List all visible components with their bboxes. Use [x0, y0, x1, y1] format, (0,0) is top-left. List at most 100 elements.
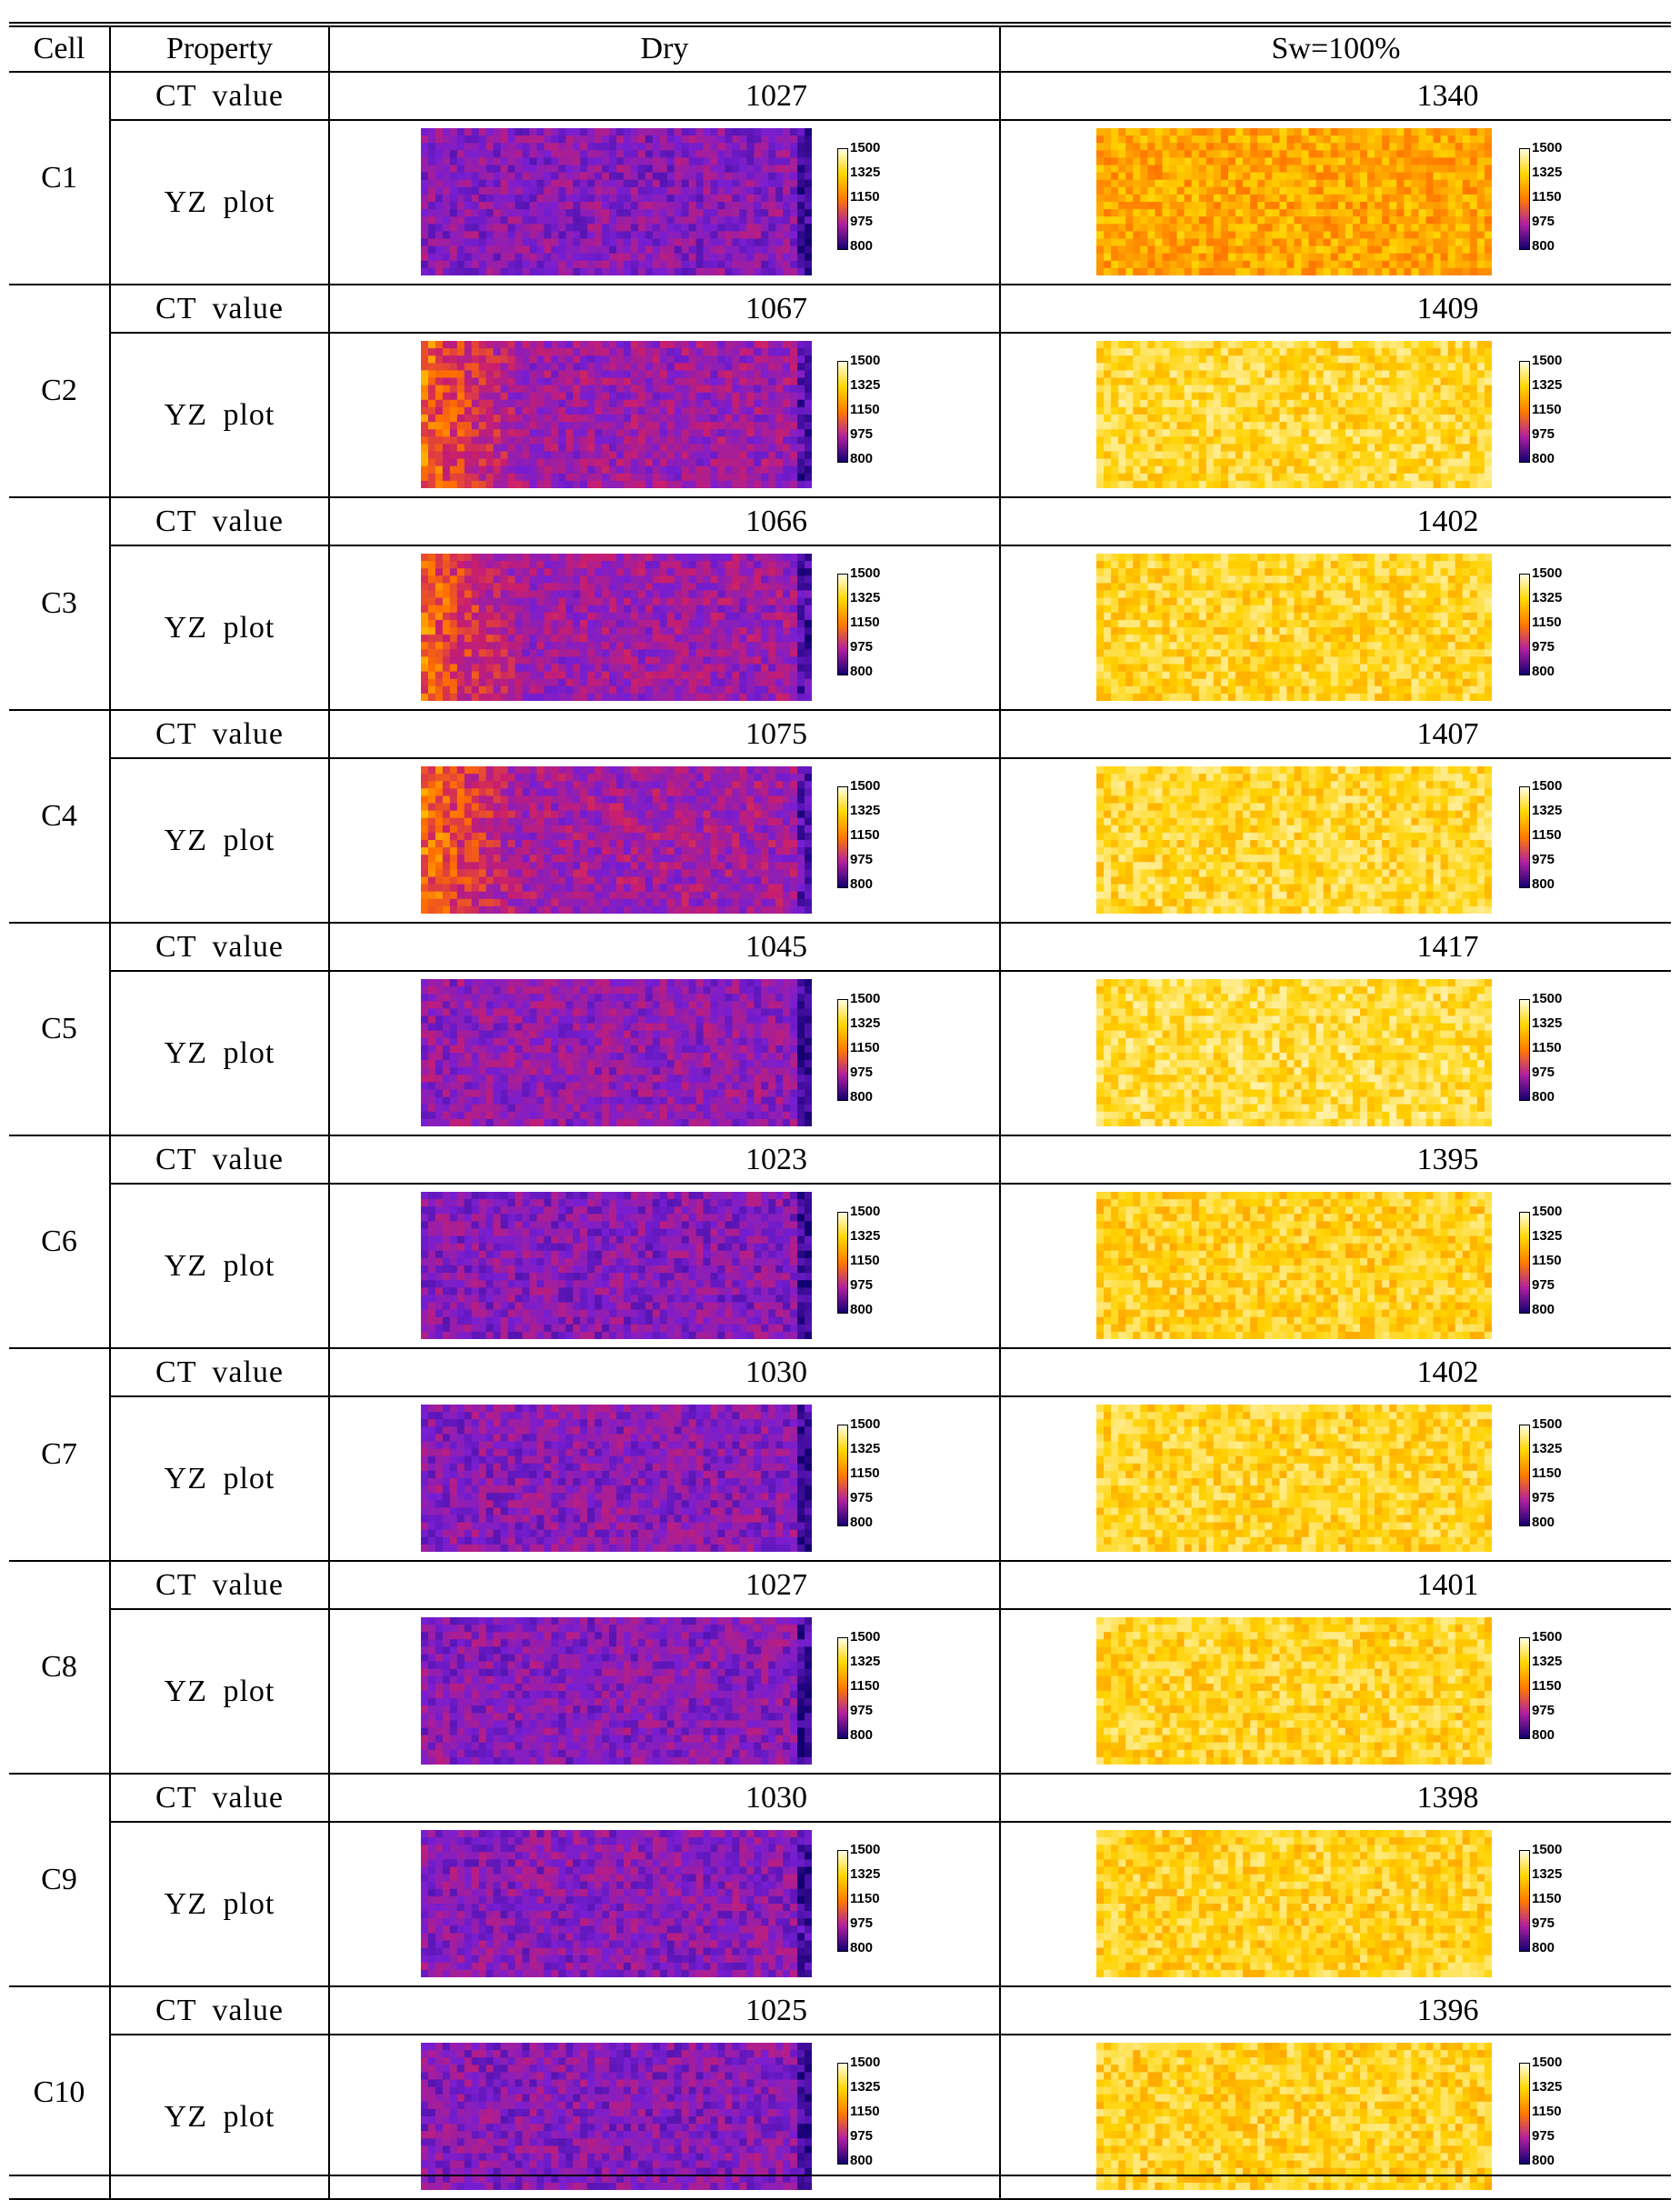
- dry-colorbar: [837, 574, 848, 675]
- table-bottom-rule: [9, 2175, 1671, 2176]
- colorbar-tick-label: 975: [1532, 640, 1555, 655]
- colorbar-tick-label: 975: [850, 1916, 873, 1931]
- wet-colorbar: [1519, 1850, 1530, 1952]
- dry-colorbar-ticks: 1500 1325 1150 975 800: [850, 1843, 905, 1961]
- colorbar-tick-label: 975: [850, 2129, 873, 2144]
- dry-colorbar-ticks: 1500 1325 1150 975 800: [850, 779, 905, 897]
- colorbar-tick-label: 1500: [850, 141, 880, 155]
- colorbar-tick-label: 1500: [1532, 566, 1562, 581]
- colorbar-tick-label: 800: [1532, 1941, 1555, 1955]
- colorbar-tick-label: 800: [1532, 239, 1555, 254]
- dry-yz-plot: 1500 1325 1150 975 800: [330, 2035, 1001, 2198]
- wet-ct-value: 1402: [999, 1347, 1671, 1397]
- dry-colorbar-ticks: 1500 1325 1150 975 800: [850, 354, 905, 472]
- colorbar-tick-label: 800: [850, 877, 873, 892]
- wet-colorbar-ticks: 1500 1325 1150 975 800: [1532, 2055, 1586, 2174]
- dry-heatmap-image: [421, 1830, 812, 1977]
- property-yz-plot: YZ plot: [110, 1395, 330, 1562]
- colorbar-tick-label: 1150: [1532, 1466, 1562, 1481]
- dry-yz-plot-cell: 1500 1325 1150 975 800: [328, 1821, 1001, 1987]
- colorbar-tick-label: 975: [850, 640, 873, 655]
- dry-ct-value: 1066: [328, 496, 1001, 546]
- colorbar-tick-label: 975: [850, 215, 873, 229]
- colorbar-tick-label: 1325: [850, 1016, 880, 1031]
- colorbar-tick-label: 800: [850, 665, 873, 679]
- wet-yz-plot: 1500 1325 1150 975 800: [1001, 1610, 1672, 1773]
- colorbar-tick-label: 1500: [850, 354, 880, 368]
- wet-yz-plot-cell: 1500 1325 1150 975 800: [999, 545, 1671, 711]
- dry-colorbar-ticks: 1500 1325 1150 975 800: [850, 1630, 905, 1748]
- colorbar-tick-label: 1325: [850, 165, 880, 180]
- wet-colorbar-ticks: 1500 1325 1150 975 800: [1532, 354, 1586, 472]
- colorbar-tick-label: 1150: [1532, 615, 1562, 630]
- cell-name: C7: [9, 1347, 111, 1562]
- yz-plot-row: YZ plot 1500 1325 1150 975 800 1500 1325 1150 9…: [9, 2034, 1672, 2200]
- colorbar-tick-label: 1500: [1532, 354, 1562, 368]
- colorbar-tick-label: 1500: [850, 1630, 880, 1645]
- colorbar-tick-label: 1150: [1532, 828, 1562, 843]
- wet-heatmap-image: [1096, 1830, 1492, 1977]
- ct-value-row: C7 CT value 1030 1402: [9, 1347, 1671, 1562]
- wet-ct-value: 1395: [999, 1135, 1671, 1185]
- yz-plot-row: YZ plot 1500 1325 1150 975 800 1500 1325 1150 9…: [9, 1395, 1672, 1562]
- yz-plot-row: YZ plot 1500 1325 1150 975 800 1500 1325 1150 9…: [9, 1183, 1671, 1349]
- wet-yz-plot-cell: 1500 1325 1150 975 800: [999, 970, 1671, 1136]
- colorbar-tick-label: 1500: [1532, 1630, 1562, 1645]
- dry-yz-plot-cell: 1500 1325 1150 975 800: [328, 545, 1001, 711]
- property-ct-value: CT value: [109, 1773, 330, 1823]
- wet-heatmap-image: [1096, 1617, 1492, 1765]
- dry-yz-plot: 1500 1325 1150 975 800: [330, 546, 1001, 709]
- colorbar-tick-label: 975: [850, 1704, 873, 1718]
- header-cell: Cell: [9, 22, 111, 73]
- colorbar-tick-label: 1325: [1532, 378, 1562, 393]
- colorbar-tick-label: 1325: [850, 1867, 880, 1882]
- dry-yz-plot: 1500 1325 1150 975 800: [330, 1823, 1001, 1985]
- colorbar-tick-label: 800: [850, 2154, 873, 2168]
- cell-name: C6: [9, 1135, 111, 1349]
- dry-colorbar: [837, 1850, 848, 1952]
- cell-name: C9: [9, 1773, 111, 1987]
- ct-value-row: C3 CT value 1066 1402: [9, 496, 1671, 711]
- colorbar-tick-label: 1500: [1532, 141, 1562, 155]
- colorbar-tick-label: 1325: [850, 1229, 880, 1244]
- colorbar-tick-label: 975: [1532, 1065, 1555, 1080]
- wet-ct-value: 1407: [999, 709, 1671, 759]
- wet-colorbar-ticks: 1500 1325 1150 975 800: [1532, 141, 1586, 259]
- colorbar-tick-label: 1150: [850, 403, 880, 417]
- colorbar-tick-label: 1500: [1532, 1417, 1562, 1432]
- wet-yz-plot: 1500 1325 1150 975 800: [1001, 1397, 1672, 1560]
- colorbar-tick-label: 1325: [1532, 1867, 1562, 1882]
- wet-heatmap-image: [1096, 766, 1492, 914]
- header-row: Cell Property Dry Sw=100%: [9, 22, 1671, 73]
- wet-heatmap-image: [1096, 979, 1492, 1126]
- wet-colorbar-ticks: 1500 1325 1150 975 800: [1532, 566, 1586, 685]
- dry-heatmap-image: [421, 2043, 812, 2190]
- dry-colorbar: [837, 999, 848, 1101]
- property-ct-value: CT value: [109, 922, 330, 972]
- dry-yz-plot-cell: 1500 1325 1150 975 800: [328, 1395, 1001, 1562]
- wet-colorbar-ticks: 1500 1325 1150 975 800: [1532, 779, 1586, 897]
- property-yz-plot: YZ plot: [110, 119, 330, 285]
- colorbar-tick-label: 1500: [1532, 1205, 1562, 1219]
- colorbar-tick-label: 1325: [850, 1655, 880, 1669]
- colorbar-tick-label: 800: [850, 1728, 873, 1743]
- colorbar-tick-label: 1325: [1532, 804, 1562, 818]
- property-yz-plot: YZ plot: [110, 970, 330, 1136]
- colorbar-tick-label: 1500: [1532, 992, 1562, 1006]
- yz-plot-row: YZ plot 1500 1325 1150 975 800 1500 1325 1150 9…: [9, 332, 1671, 498]
- yz-plot-row: YZ plot 1500 1325 1150 975 800 1500 1325 1150 9…: [9, 970, 1671, 1136]
- property-ct-value: CT value: [109, 709, 330, 759]
- wet-yz-plot: 1500 1325 1150 975 800: [1001, 2035, 1672, 2198]
- wet-yz-plot-cell: 1500 1325 1150 975 800: [999, 119, 1671, 285]
- wet-colorbar-ticks: 1500 1325 1150 975 800: [1532, 1205, 1586, 1323]
- wet-heatmap-image: [1096, 554, 1492, 701]
- colorbar-tick-label: 1150: [1532, 1254, 1562, 1268]
- cell-name: C2: [9, 284, 111, 498]
- dry-ct-value: 1027: [328, 71, 1001, 121]
- table-body: C1 CT value 1027 1340 YZ plot 1500 1325 11…: [9, 71, 1672, 2200]
- property-ct-value: CT value: [109, 496, 330, 546]
- wet-ct-value: 1396: [999, 1985, 1671, 2035]
- header-dry: Dry: [328, 22, 1001, 73]
- property-ct-value: CT value: [109, 1347, 330, 1397]
